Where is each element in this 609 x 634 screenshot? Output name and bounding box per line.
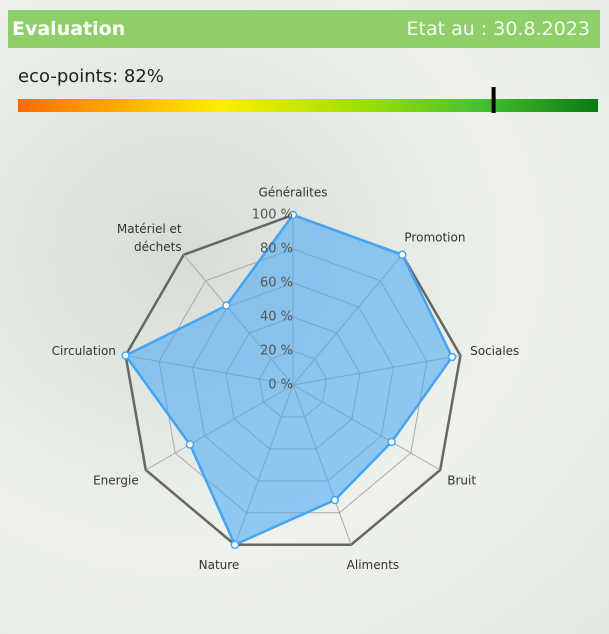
data-point [331, 497, 338, 504]
r-tick-label: 20 % [260, 344, 293, 359]
r-tick-label: 100 % [252, 208, 293, 223]
r-tick-label: 80 % [260, 242, 293, 257]
axis-label: Nature [199, 558, 240, 572]
page: Evaluation Etat au : 30.8.2023 eco-point… [0, 0, 609, 634]
data-point [231, 541, 238, 548]
axis-label: Généralites [259, 186, 328, 200]
data-point [122, 352, 129, 359]
r-tick-label: 0 % [268, 378, 293, 393]
axis-label: Bruit [447, 474, 476, 488]
axis-label: Aliments [347, 558, 400, 572]
eco-gauge [18, 99, 598, 112]
axis-label: Sociales [470, 344, 519, 358]
r-tick-label: 40 % [260, 310, 293, 325]
data-point [399, 251, 406, 258]
axis-label: Circulation [52, 344, 116, 358]
r-tick-label: 60 % [260, 276, 293, 291]
axis-label: Energie [93, 474, 139, 488]
chart: 0 % 20 % 40 % 60 % 80 % 100 % Généralites Promo… [0, 0, 609, 634]
axis-label: Promotion [404, 230, 465, 244]
data-point [186, 441, 193, 448]
data-point [449, 353, 456, 360]
data-point [388, 438, 395, 445]
eco-marker [492, 87, 496, 113]
data-point [223, 302, 230, 309]
